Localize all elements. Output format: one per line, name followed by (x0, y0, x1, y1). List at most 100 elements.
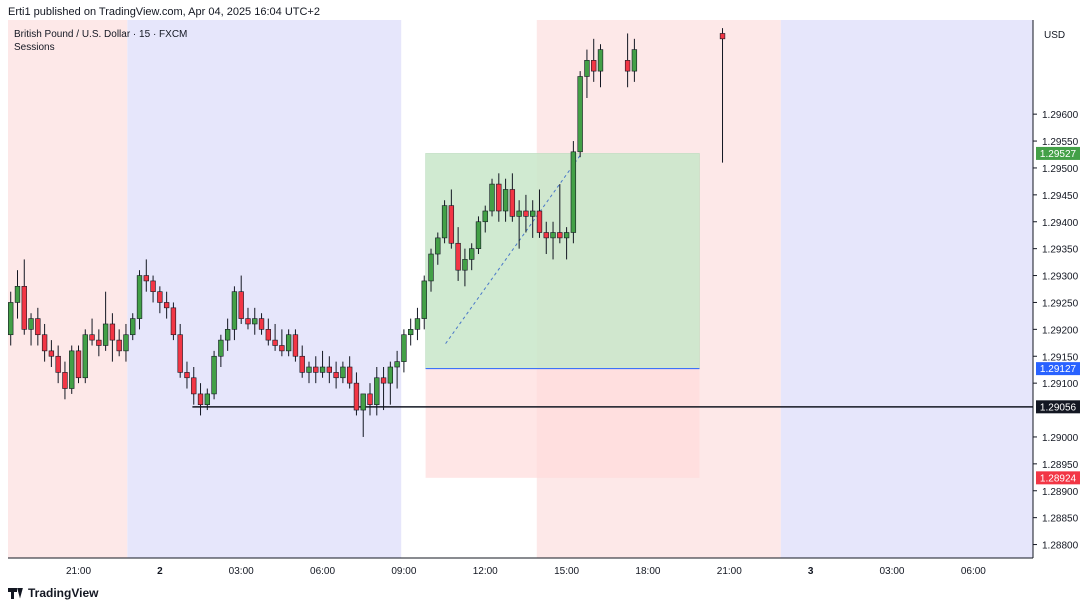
candle-bearish (523, 210, 529, 217)
time-tick-label: 2 (157, 566, 163, 577)
candle-bearish (543, 232, 549, 239)
candle-bullish (570, 151, 577, 233)
price-tick-label: 1.29300 (1042, 272, 1079, 283)
symbol-info: British Pound / U.S. Dollar · 15 · FXCM (14, 29, 187, 40)
candle-bullish (387, 366, 394, 384)
tradingview-logo-icon (8, 587, 23, 599)
candle-bearish (35, 318, 41, 336)
projection-dashed-line (445, 155, 581, 344)
price-tick-label: 1.29200 (1042, 325, 1079, 336)
price-tick-label: 1.29350 (1042, 245, 1079, 256)
candle-bullish (252, 318, 258, 325)
time-tick-label: 03:00 (229, 566, 254, 577)
candle-bearish (89, 334, 95, 341)
candle-bearish (353, 382, 360, 411)
candle-bullish (462, 259, 468, 271)
price-label-value: 1.28924 (1040, 473, 1077, 484)
candle-bearish (624, 60, 631, 72)
candle-bearish (41, 334, 48, 352)
candle-bullish (69, 350, 75, 389)
candle-bullish (102, 323, 109, 346)
candle-bearish (380, 377, 387, 384)
price-tick-label: 1.28950 (1042, 460, 1079, 471)
candle-bullish (428, 253, 434, 282)
candle-bullish (14, 286, 21, 303)
candle-bullish (597, 49, 604, 72)
price-tick-label: 1.29100 (1042, 379, 1079, 390)
time-tick-label: 21:00 (717, 566, 742, 577)
candle-bullish (8, 302, 14, 336)
candle-bearish (509, 189, 516, 217)
candle-bearish (313, 366, 319, 373)
price-label-badge (1036, 400, 1080, 414)
candle-bearish (170, 307, 177, 336)
candle-bearish (191, 377, 197, 395)
price-tick-label: 1.29500 (1042, 164, 1079, 175)
candle-bullish (82, 334, 88, 379)
candle-bearish (258, 318, 265, 330)
candle-bearish (184, 372, 190, 379)
currency-label: USD (1044, 30, 1065, 41)
candle-bullish (489, 183, 495, 212)
candle-bearish (292, 334, 299, 357)
candle-bullish (563, 232, 570, 239)
candle-bullish (475, 221, 482, 249)
candle-bearish (299, 355, 305, 373)
candle-bearish (116, 339, 122, 352)
candlestick-chart[interactable]: British Pound / U.S. Dollar · 15 · FXCM … (0, 0, 1080, 580)
long-position-tool (425, 153, 700, 478)
stop-zone (425, 368, 700, 478)
candle-bullish (123, 334, 129, 352)
candle-bullish (550, 232, 556, 239)
time-tick-label: 09:00 (391, 566, 416, 577)
candle-bullish (394, 361, 400, 368)
time-tick-label: 15:00 (554, 566, 579, 577)
candle-bearish (48, 350, 55, 357)
candle-bullish (516, 210, 522, 217)
candle-bullish (502, 189, 509, 212)
candle-bearish (157, 291, 163, 303)
time-tick-label: 06:00 (310, 566, 335, 577)
candle-bearish (536, 210, 543, 233)
candle-bearish (455, 242, 461, 271)
axes: 1.29600 1.29550 1.29500 1.29450 1.29400 1.293… (8, 0, 1080, 580)
price-tick-label: 1.28900 (1042, 487, 1079, 498)
candle-bullish (306, 366, 312, 373)
candle-bearish (265, 329, 271, 341)
candle-bearish (150, 280, 156, 292)
price-label-badge (1036, 146, 1080, 160)
candle-bearish (279, 345, 285, 352)
candle-bullish (414, 318, 421, 330)
candle-bullish (340, 366, 346, 379)
candle-bullish (530, 210, 536, 217)
price-label-badge (1036, 471, 1080, 485)
candle-bearish (96, 339, 102, 346)
session-backgrounds (8, 20, 1033, 558)
price-tick-label: 1.29550 (1042, 137, 1079, 148)
price-tick-label: 1.29600 (1042, 110, 1079, 121)
price-label-value: 1.29056 (1040, 402, 1077, 413)
candle-bearish (245, 318, 251, 325)
candle-bearish (557, 232, 563, 239)
price-tick-label: 1.29000 (1042, 433, 1079, 444)
candle-bullish (421, 280, 427, 319)
session-sydney (8, 20, 128, 558)
time-tick-label: 18:00 (635, 566, 660, 577)
price-tick-label: 1.29400 (1042, 218, 1079, 229)
candle-bearish (75, 350, 82, 379)
candle-bullish (285, 334, 292, 352)
candle-bearish (496, 183, 502, 212)
candle-bullish (374, 377, 380, 405)
time-tick-label: 3 (808, 566, 814, 577)
tradingview-footer: TradingView (8, 586, 98, 600)
price-tick-label: 1.29450 (1042, 191, 1079, 202)
session-tokyo (127, 20, 402, 558)
brand-label: TradingView (28, 586, 99, 600)
candle-bearish (62, 372, 68, 389)
candle-bullish (360, 393, 366, 411)
price-label-value: 1.29127 (1040, 364, 1077, 375)
candle-bearish (238, 291, 244, 319)
candle-bearish (326, 366, 333, 373)
candle-bearish (197, 393, 204, 405)
price-tick-label: 1.28800 (1042, 541, 1079, 552)
